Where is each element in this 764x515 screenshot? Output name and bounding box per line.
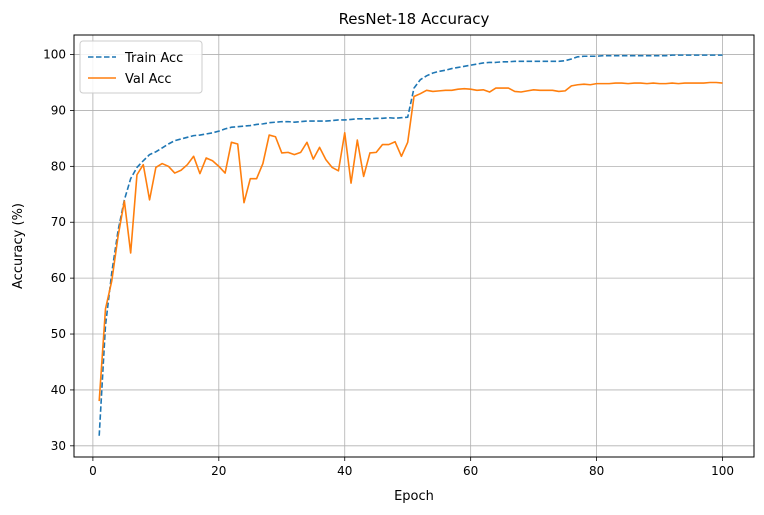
series-line-val-acc [98,81,723,402]
plot-frame [73,34,755,458]
y-tick-label: 90 [51,103,66,117]
x-tick-label: 60 [463,464,478,478]
chart-title: ResNet-18 Accuracy [339,10,490,28]
y-tick-label: 40 [51,383,66,397]
series-line-train-acc [98,54,723,436]
x-tick-label: 20 [211,464,226,478]
legend-label: Train Acc [124,51,183,66]
y-tick-label: 60 [51,271,66,285]
legend-label: Val Acc [125,72,172,87]
y-tick-label: 70 [51,215,66,229]
x-axis-title: Epoch [394,489,434,504]
legend: Train Acc Val Acc [79,40,203,94]
x-tick-label: 40 [337,464,352,478]
x-tick-label: 0 [89,464,97,478]
series-layer [98,54,723,436]
ticks: 0 20 40 60 80 100 30 40 50 60 70 80 90 100 [43,48,734,478]
x-tick-label: 100 [711,464,734,478]
x-tick-label: 80 [589,464,604,478]
y-tick-label: 80 [51,159,66,173]
grid [74,35,754,457]
y-tick-label: 30 [51,439,66,453]
y-tick-label: 100 [43,48,66,62]
legend-box [79,40,203,94]
y-axis-title: Accuracy (%) [11,203,26,289]
y-tick-label: 50 [51,327,66,341]
